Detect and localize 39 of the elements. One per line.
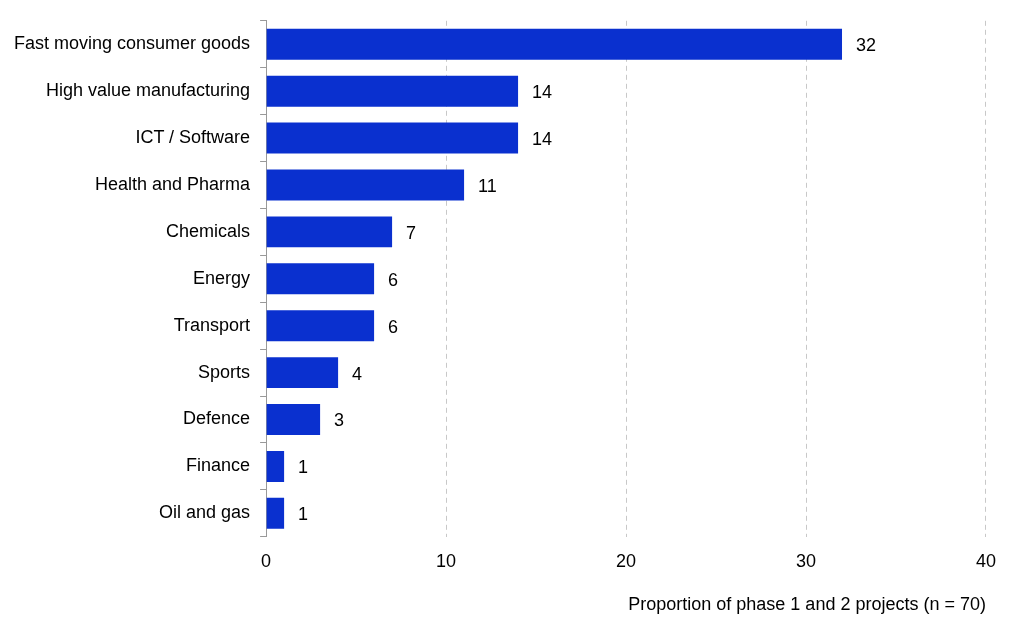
- y-tick-label: Defence: [183, 408, 251, 429]
- y-tick-label: Fast moving consumer goods: [14, 33, 251, 54]
- y-tick-label: Finance: [186, 455, 251, 476]
- y-tick-label: Oil and gas: [159, 502, 251, 523]
- bar: [266, 310, 375, 342]
- bar: [266, 450, 285, 482]
- bar: [266, 75, 519, 107]
- y-tick-label: ICT / Software: [135, 127, 251, 148]
- y-tick-label: Health and Pharma: [95, 173, 252, 194]
- bar: [266, 169, 465, 201]
- bar: [266, 263, 375, 295]
- bar: [266, 357, 339, 389]
- data-label: 32: [856, 35, 877, 56]
- x-tick-label: 40: [975, 550, 996, 571]
- data-label: 14: [532, 129, 553, 150]
- data-label: 4: [352, 363, 363, 384]
- y-tick-label: Energy: [193, 267, 251, 288]
- data-label: 1: [298, 457, 309, 478]
- bar: [266, 122, 519, 154]
- data-label: 6: [388, 316, 399, 337]
- data-label: 11: [478, 175, 497, 196]
- x-tick-label: 10: [436, 550, 457, 571]
- bar: [266, 497, 285, 529]
- y-tick-label: Chemicals: [166, 220, 251, 241]
- x-axis-title: Proportion of phase 1 and 2 projects (n = 70): [628, 594, 986, 615]
- data-label: 1: [298, 504, 309, 525]
- bar: [266, 28, 843, 60]
- data-label: 3: [334, 410, 345, 431]
- data-label: 14: [532, 82, 553, 103]
- y-tick-label: High value manufacturing: [45, 80, 251, 101]
- x-tick-label: 20: [616, 550, 637, 571]
- bar: [266, 216, 393, 248]
- x-tick-label: 30: [796, 550, 817, 571]
- y-tick-label: Sports: [198, 361, 251, 382]
- bar: [266, 404, 321, 436]
- x-tick-label: 0: [261, 550, 272, 571]
- data-label: 7: [406, 222, 417, 243]
- data-label: 6: [388, 269, 399, 290]
- y-tick-label: Transport: [173, 314, 251, 335]
